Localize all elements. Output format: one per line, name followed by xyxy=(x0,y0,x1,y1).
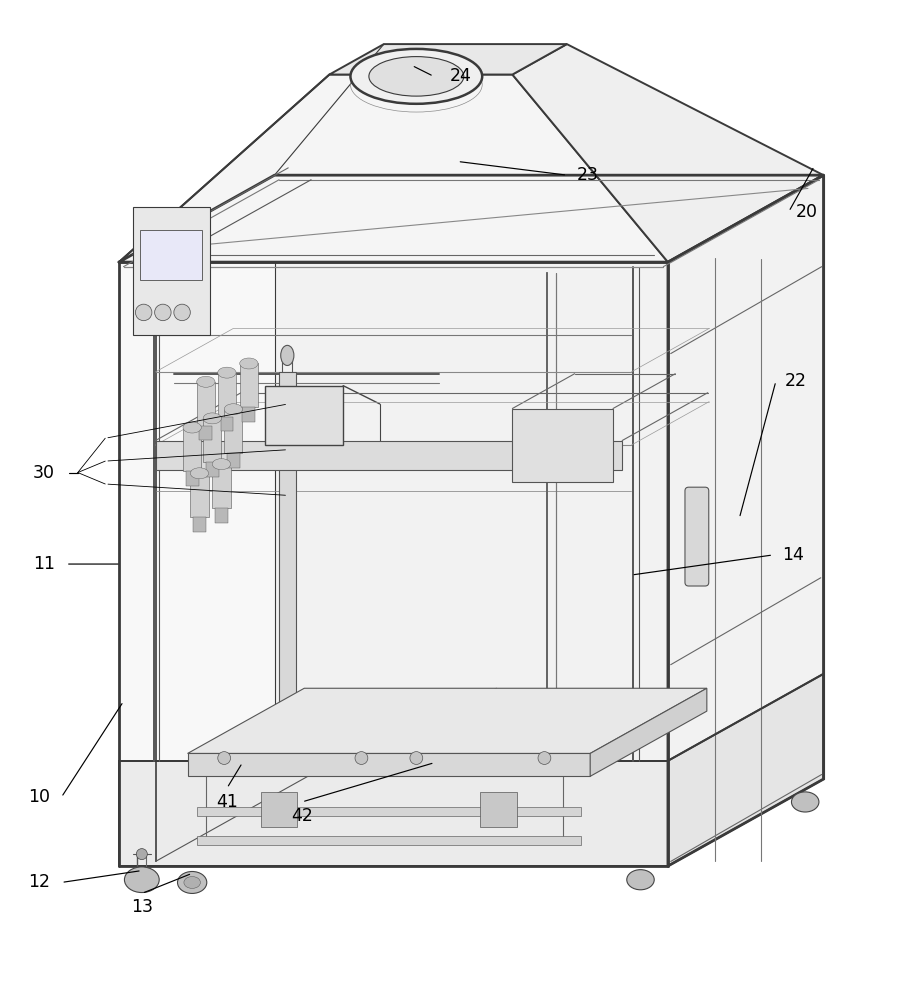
Text: 11: 11 xyxy=(33,555,55,573)
Text: 12: 12 xyxy=(28,873,50,891)
Ellipse shape xyxy=(627,870,654,890)
Polygon shape xyxy=(140,230,202,280)
Ellipse shape xyxy=(224,404,242,415)
Polygon shape xyxy=(590,688,706,776)
Polygon shape xyxy=(261,792,297,827)
Polygon shape xyxy=(274,175,824,779)
Polygon shape xyxy=(183,428,201,471)
Text: 30: 30 xyxy=(33,464,55,482)
Circle shape xyxy=(136,849,147,860)
Ellipse shape xyxy=(178,871,207,893)
Polygon shape xyxy=(279,372,296,761)
Polygon shape xyxy=(206,462,219,477)
Text: 13: 13 xyxy=(131,898,153,916)
Polygon shape xyxy=(119,761,668,866)
Ellipse shape xyxy=(791,792,819,812)
Text: 14: 14 xyxy=(782,546,804,564)
Polygon shape xyxy=(224,409,242,453)
Polygon shape xyxy=(240,363,258,407)
Ellipse shape xyxy=(203,413,221,424)
Polygon shape xyxy=(242,407,255,422)
Text: 20: 20 xyxy=(796,203,818,221)
Circle shape xyxy=(218,752,231,764)
Polygon shape xyxy=(193,517,206,532)
Polygon shape xyxy=(227,453,240,468)
Circle shape xyxy=(355,752,368,764)
Polygon shape xyxy=(197,807,581,816)
Polygon shape xyxy=(119,262,668,866)
Ellipse shape xyxy=(124,867,159,893)
Circle shape xyxy=(538,752,551,764)
Polygon shape xyxy=(203,418,221,462)
Ellipse shape xyxy=(197,376,215,387)
Polygon shape xyxy=(329,44,567,75)
Text: 23: 23 xyxy=(576,166,598,184)
Polygon shape xyxy=(186,471,199,486)
Polygon shape xyxy=(668,674,824,866)
Text: 10: 10 xyxy=(28,788,50,806)
Circle shape xyxy=(410,752,423,764)
FancyBboxPatch shape xyxy=(685,487,709,586)
Circle shape xyxy=(155,304,171,321)
Polygon shape xyxy=(199,426,212,440)
Ellipse shape xyxy=(369,57,464,96)
Polygon shape xyxy=(512,408,613,482)
Polygon shape xyxy=(119,175,824,262)
Polygon shape xyxy=(221,417,233,431)
Polygon shape xyxy=(197,836,581,845)
Polygon shape xyxy=(119,75,668,262)
Polygon shape xyxy=(212,464,231,508)
Polygon shape xyxy=(190,473,209,517)
Ellipse shape xyxy=(218,367,236,378)
Ellipse shape xyxy=(184,877,200,888)
Polygon shape xyxy=(215,508,228,523)
Polygon shape xyxy=(668,175,824,866)
Text: 42: 42 xyxy=(291,807,313,825)
Ellipse shape xyxy=(183,422,201,433)
Polygon shape xyxy=(188,688,706,753)
Ellipse shape xyxy=(190,468,209,479)
Polygon shape xyxy=(133,207,210,335)
Polygon shape xyxy=(188,753,590,776)
Circle shape xyxy=(174,304,190,321)
Ellipse shape xyxy=(350,49,482,104)
Text: 24: 24 xyxy=(450,67,472,85)
Polygon shape xyxy=(480,792,517,827)
Polygon shape xyxy=(512,44,824,262)
Circle shape xyxy=(135,304,152,321)
Ellipse shape xyxy=(281,345,294,365)
Polygon shape xyxy=(218,373,236,417)
Polygon shape xyxy=(265,386,343,445)
Ellipse shape xyxy=(212,459,231,470)
Polygon shape xyxy=(156,441,622,470)
Polygon shape xyxy=(197,382,215,426)
Text: 22: 22 xyxy=(785,372,807,390)
Text: 41: 41 xyxy=(216,793,238,811)
Ellipse shape xyxy=(240,358,258,369)
